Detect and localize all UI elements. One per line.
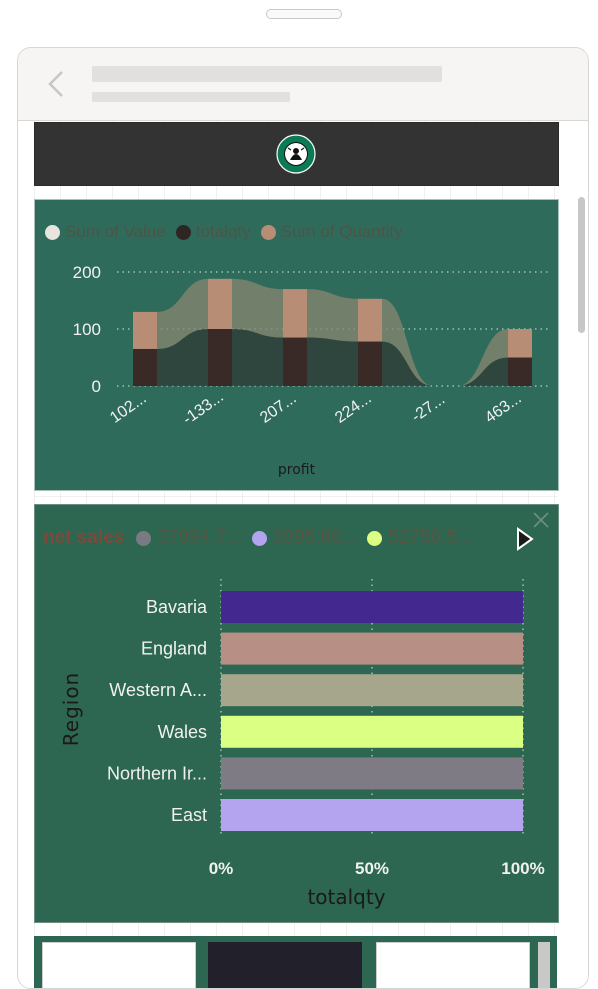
- y-tick-label: 100: [73, 320, 101, 339]
- region-bar: [221, 799, 523, 831]
- bar-sum-of-quantity: [133, 311, 157, 349]
- legend-item[interactable]: Sum of Value: [45, 222, 166, 242]
- legend-marker: [175, 224, 191, 240]
- region-bar: [221, 632, 523, 665]
- legend-label: totalqty: [195, 222, 251, 241]
- x-tick-label: 463...: [482, 390, 525, 427]
- chart1-x-axis-title: profit: [277, 462, 316, 478]
- x-tick-label: 100%: [501, 859, 544, 878]
- legend-marker: [260, 224, 276, 240]
- legend-marker: [136, 530, 152, 546]
- chart2-x-axis-title: totalqty: [307, 885, 386, 909]
- x-tick-label: 207...: [257, 390, 300, 427]
- bar-chart[interactable]: net sales 37984.7... 3895.86... 52756.5.…: [34, 504, 559, 923]
- y-tick-label: Western A...: [109, 680, 207, 700]
- y-tick-label: 200: [73, 263, 101, 282]
- legend-item[interactable]: 3895.86...: [251, 527, 358, 549]
- legend-title: net sales: [43, 527, 125, 548]
- bar-totalqty: [283, 337, 307, 386]
- chart2-plot: 0% 50% 100% Bavaria England Western A... Wales…: [107, 579, 545, 878]
- vertical-scrollbar[interactable]: [578, 197, 585, 333]
- legend-item[interactable]: 37984.7...: [136, 527, 242, 549]
- card-tile[interactable]: [42, 942, 196, 988]
- bar-sum-of-quantity: [283, 289, 307, 338]
- close-icon[interactable]: [532, 511, 550, 529]
- back-arrow-icon[interactable]: [44, 68, 68, 100]
- y-tick-label: Wales: [158, 722, 207, 742]
- legend-label: Sum of Quantity: [280, 222, 403, 241]
- legend-label: 3895.86...: [272, 527, 358, 548]
- card-tile[interactable]: [376, 942, 530, 988]
- report-header: [18, 48, 588, 121]
- logo-tile: [34, 122, 559, 186]
- x-tick-label: 102...: [107, 390, 150, 427]
- ribbon-sum-of-quantity: [157, 278, 508, 386]
- x-tick-label: 0%: [209, 859, 234, 878]
- bar-sum-of-quantity: [358, 298, 382, 342]
- bar-totalqty: [508, 357, 532, 386]
- region-bar: [221, 674, 523, 707]
- region-bar: [221, 757, 523, 790]
- bottom-visual-container: [34, 936, 557, 988]
- bar-totalqty: [358, 341, 382, 386]
- chart1-legend: Sum of Value totalqty Sum of Quantity: [45, 222, 407, 242]
- x-tick-label: 50%: [355, 859, 389, 878]
- legend-marker: [367, 530, 383, 546]
- legend-label: 37984.7...: [157, 527, 242, 548]
- y-tick-label: Bavaria: [146, 597, 208, 617]
- legend-label: Sum of Value: [65, 222, 166, 241]
- legend-next-icon[interactable]: [515, 527, 535, 551]
- x-tick-label: -133...: [180, 388, 227, 428]
- subtitle-placeholder: [92, 92, 290, 102]
- chart2-legend: net sales 37984.7... 3895.86... 52756.5.…: [43, 527, 483, 549]
- starbucks-logo-icon: [276, 134, 316, 174]
- x-tick-label: -27...: [409, 391, 449, 426]
- legend-item[interactable]: 52756.5...: [367, 527, 473, 549]
- bar-sum-of-quantity: [208, 278, 232, 329]
- legend-marker: [251, 530, 267, 546]
- legend-item[interactable]: Sum of Quantity: [260, 222, 403, 242]
- bar-totalqty: [133, 348, 157, 386]
- card-tile[interactable]: [208, 942, 362, 988]
- y-tick-label: 0: [92, 377, 101, 396]
- ribbon-totalqty: [157, 329, 508, 386]
- bar-totalqty: [208, 329, 232, 386]
- y-tick-label: England: [141, 639, 207, 659]
- region-bar: [221, 591, 523, 623]
- legend-item[interactable]: totalqty: [175, 222, 251, 242]
- chart1-plot: 0 100 200 102... -133... 207... 224... -27... 46…: [73, 263, 550, 428]
- chart2-y-axis-title: Region: [59, 671, 83, 747]
- device-notch: [266, 9, 342, 19]
- card-tile[interactable]: [538, 942, 550, 988]
- legend-label: 52756.5...: [388, 527, 473, 548]
- legend-marker: [45, 224, 60, 240]
- y-tick-label: East: [171, 805, 207, 825]
- title-placeholder: [92, 66, 442, 82]
- bar-sum-of-quantity: [508, 329, 532, 358]
- region-bar: [221, 715, 523, 748]
- y-tick-label: Northern Ir...: [107, 763, 207, 783]
- x-tick-label: 224...: [332, 390, 375, 427]
